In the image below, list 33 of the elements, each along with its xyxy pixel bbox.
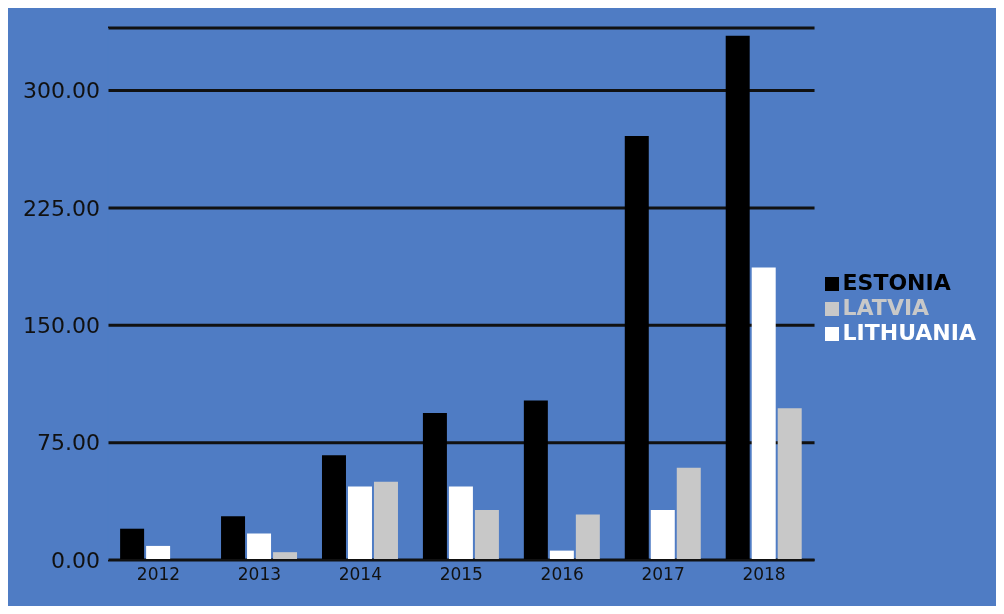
x-tick-label: 2016 [540,564,584,585]
bar [221,516,246,560]
bar [120,528,145,560]
x-tick-label: 2013 [237,564,282,585]
bar [146,545,171,560]
y-tick-label: 0.00 [51,547,100,573]
x-tick-label: 2012 [136,564,181,585]
bar [676,467,701,560]
x-tick-label: 2015 [439,564,483,585]
x-tick-label: 2018 [742,564,786,585]
y-tick-label: 150.00 [23,313,100,339]
bar [523,400,548,560]
bar [422,412,447,560]
y-tick-label: 75.00 [37,430,100,456]
bar [777,408,802,560]
y-tick-label: 225.00 [23,195,100,221]
bar [347,486,372,560]
bar [321,455,346,560]
bar [624,135,649,560]
legend-label: LATVIA [842,294,930,320]
bar [725,35,750,560]
x-tick-label: 2014 [338,564,382,585]
legend-label: LITHUANIA [842,319,976,345]
bar [751,267,776,560]
bar [575,514,600,560]
bar [373,481,398,560]
bar [448,486,473,560]
bar [247,533,272,560]
y-tick-label: 300.00 [23,78,100,104]
legend-label: ESTONIA [842,269,951,295]
bar [650,509,675,560]
x-tick-label: 2017 [641,564,685,585]
bar [474,509,499,560]
